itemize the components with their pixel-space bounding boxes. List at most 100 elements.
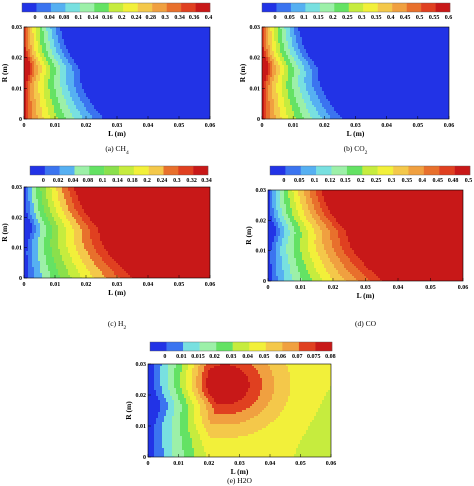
contour-cell <box>180 27 183 30</box>
contour-cell <box>118 111 121 114</box>
contour-cell <box>50 71 53 74</box>
contour-cell <box>28 57 31 60</box>
contour-cell <box>314 33 317 36</box>
contour-cell <box>206 111 209 114</box>
contour-cell <box>58 51 61 54</box>
contour-cell <box>156 49 159 52</box>
contour-cell <box>110 111 113 114</box>
contour-cell <box>374 31 377 34</box>
contour-cell <box>128 67 131 70</box>
colorbar-a: 0 0.04 0.08 0.1 0.14 0.16 0.2 0.24 0.28 0.3 0.34 0.… <box>21 2 212 21</box>
contour-cell <box>366 31 369 34</box>
contour-cell <box>112 107 115 110</box>
contour-cell <box>112 51 115 54</box>
contour-cell <box>38 113 41 116</box>
contour-cell <box>112 113 115 116</box>
contour-cell <box>118 85 121 88</box>
contour-cell <box>430 27 433 30</box>
contour-cell <box>114 97 117 100</box>
contour-cell <box>370 35 373 38</box>
contour-cell <box>190 93 193 96</box>
contour-cell <box>188 29 191 32</box>
contour-cell <box>268 31 271 34</box>
contour-cell <box>202 107 205 110</box>
contour-cell <box>168 29 171 32</box>
contour-cell <box>90 79 93 82</box>
contour-cell <box>178 63 181 66</box>
contour-cell <box>78 45 81 48</box>
contour-cell <box>78 111 81 114</box>
contour-cell <box>70 81 73 84</box>
contour-cell <box>54 39 57 42</box>
contour-cell <box>154 47 157 50</box>
contour-cell <box>134 67 137 70</box>
contour-cell <box>106 111 109 114</box>
contour-cell <box>40 71 43 74</box>
contour-cell <box>70 83 73 86</box>
contour-cell <box>66 55 69 58</box>
contour-cell <box>62 95 65 98</box>
contour-cell <box>100 59 103 62</box>
contour-cell <box>150 75 153 78</box>
contour-cell <box>82 55 85 58</box>
contour-cell <box>126 29 129 32</box>
contour-cell <box>110 73 113 76</box>
contour-cell <box>24 113 27 116</box>
contour-cell <box>104 65 107 68</box>
contour-cell <box>40 61 43 64</box>
contour-cell <box>116 87 119 90</box>
contour-cell <box>304 31 307 34</box>
contour-cell <box>154 43 157 46</box>
contour-cell <box>180 57 183 60</box>
contour-cell <box>52 103 55 106</box>
contour-cell <box>56 103 59 106</box>
contour-cell <box>144 75 147 78</box>
contour-cell <box>96 29 99 32</box>
contour-cell <box>158 59 161 62</box>
contour-cell <box>140 91 143 94</box>
contour-cell <box>360 35 363 38</box>
contour-cell <box>144 41 147 44</box>
contour-cell <box>196 47 199 50</box>
contour-cell <box>148 29 151 32</box>
contour-cell <box>386 37 389 40</box>
contour-cell <box>38 115 41 118</box>
contour-cell <box>206 103 209 106</box>
contour-cell <box>208 87 210 90</box>
contour-cell <box>92 81 95 84</box>
contour-cell <box>188 47 191 50</box>
contour-cell <box>154 115 157 118</box>
contour-cell <box>198 37 201 40</box>
contour-cell <box>178 87 181 90</box>
contour-cell <box>130 51 133 54</box>
contour-cell <box>134 87 137 90</box>
contour-cell <box>370 29 373 32</box>
contour-cell <box>168 81 171 84</box>
contour-cell <box>58 85 61 88</box>
contour-cell <box>108 65 111 68</box>
contour-cell <box>24 95 27 98</box>
contour-cell <box>38 27 41 30</box>
contour-cell <box>96 81 99 84</box>
contour-cell <box>412 29 415 32</box>
contour-cell <box>56 67 59 70</box>
contour-cell <box>176 73 179 76</box>
contour-cell <box>114 117 117 119</box>
contour-cell <box>124 27 127 30</box>
contour-cell <box>84 107 87 110</box>
contour-cell <box>288 27 291 30</box>
contour-cell <box>130 37 133 40</box>
contour-cell <box>164 69 167 72</box>
contour-cell <box>204 41 207 44</box>
contour-cell <box>54 109 57 112</box>
contour-cell <box>412 39 415 42</box>
contour-cell <box>28 55 31 58</box>
contour-cell <box>174 99 177 102</box>
contour-cell <box>26 111 29 114</box>
colorbar-swatch <box>22 3 37 12</box>
contour-cell <box>46 33 49 36</box>
contour-cell <box>44 109 47 112</box>
contour-cell <box>96 61 99 64</box>
contour-cell <box>86 33 89 36</box>
contour-cell <box>204 67 207 70</box>
